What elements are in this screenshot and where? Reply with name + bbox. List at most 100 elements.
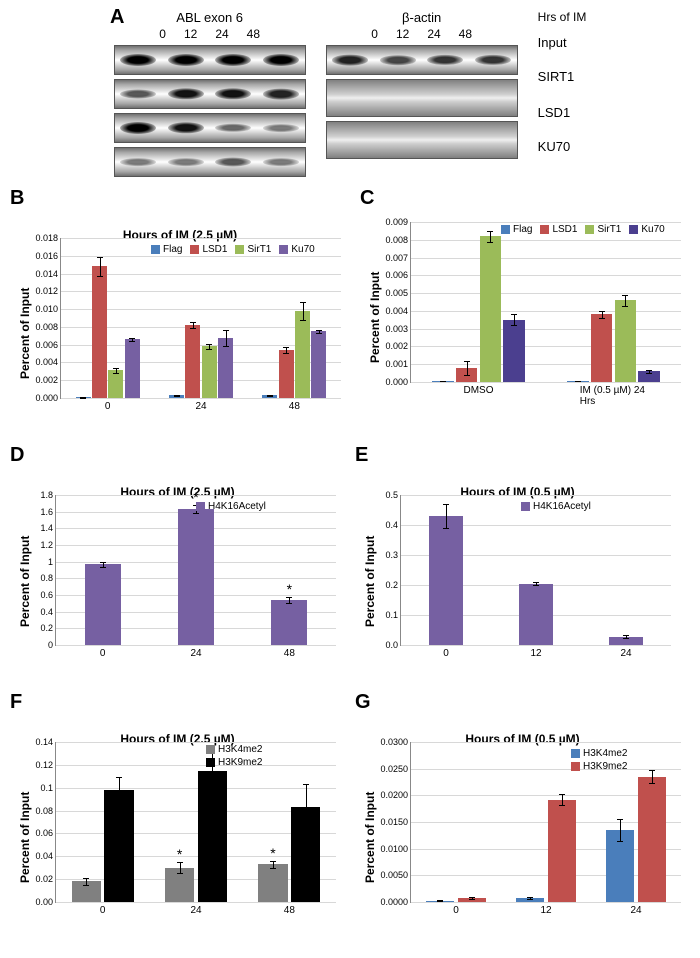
legend-text: H4K16Acetyl xyxy=(208,501,266,512)
legend-text: H3K9me2 xyxy=(583,761,627,772)
x-tick-label: 12 xyxy=(530,645,541,659)
y-tick-label: 1.4 xyxy=(40,523,56,533)
y-tick-label: 0.016 xyxy=(35,251,61,261)
gel-row-labels: InputSIRT1LSD1KU70 xyxy=(538,28,587,160)
legend-text: LSD1 xyxy=(202,244,227,255)
bar xyxy=(271,600,307,645)
legend-swatch xyxy=(521,502,530,511)
y-tick-label: 0.4 xyxy=(40,607,56,617)
bar xyxy=(279,350,294,398)
gel-band-row xyxy=(326,45,518,75)
legend-text: LSD1 xyxy=(552,224,577,235)
bar xyxy=(548,800,576,902)
y-tick-label: 0.001 xyxy=(385,359,411,369)
legend: FlagLSD1SirT1Ku70 xyxy=(151,244,315,255)
y-tick-label: 1.2 xyxy=(40,540,56,550)
y-tick-label: 0.0300 xyxy=(380,737,411,747)
bar xyxy=(295,311,310,398)
legend-item: LSD1 xyxy=(540,224,577,235)
bar xyxy=(480,236,501,382)
x-tick-label: 48 xyxy=(289,398,300,412)
x-tick-label: 24 xyxy=(195,398,206,412)
x-tick-label: 48 xyxy=(284,645,295,659)
gel-band-row xyxy=(114,45,306,75)
bar xyxy=(185,325,200,398)
figure: A ABL exon 6 0122448 β-actin 0122448 Hrs… xyxy=(10,10,690,942)
y-tick-label: 0.6 xyxy=(40,590,56,600)
legend-item: SirT1 xyxy=(585,224,621,235)
x-tick-label: 24 xyxy=(620,645,631,659)
legend: Flag LSD1 SirT1 Ku70 xyxy=(501,224,665,235)
chart-d: Percent of Input00.20.40.60.811.21.41.61… xyxy=(10,485,345,685)
lane-label: 24 xyxy=(215,27,228,41)
chart-f: Percent of Input0.000.020.040.060.080.10… xyxy=(10,732,345,942)
gel-row-label: SIRT1 xyxy=(538,60,587,92)
legend-swatch xyxy=(585,225,594,234)
significance-star: * xyxy=(287,581,292,597)
y-tick-label: 0.002 xyxy=(385,341,411,351)
gel-left-header: ABL exon 6 xyxy=(176,10,243,25)
gel-row-labels-col: Hrs of IM InputSIRT1LSD1KU70 xyxy=(538,10,587,177)
y-tick-label: 0.010 xyxy=(35,304,61,314)
y-tick-label: 1 xyxy=(48,557,56,567)
legend-swatch xyxy=(540,225,549,234)
y-tick-label: 0.000 xyxy=(385,377,411,387)
chart-b: Percent of Input0.0000.0020.0040.0060.00… xyxy=(10,228,350,438)
x-tick-label: 24 xyxy=(630,902,641,916)
y-axis-label: Percent of Input xyxy=(368,271,382,362)
y-tick-label: 0.0100 xyxy=(380,844,411,854)
gel-band-row xyxy=(326,79,518,117)
legend-item: H3K4me2 xyxy=(206,744,262,755)
x-tick-label: 48 xyxy=(284,902,295,916)
gel-left: ABL exon 6 0122448 xyxy=(114,10,306,177)
legend-item: Flag xyxy=(501,224,532,235)
lane-label: 0 xyxy=(371,27,378,41)
plot-area: 0.00.10.20.30.40.501224H4K16Acetyl xyxy=(400,495,671,646)
y-tick-label: 0.12 xyxy=(35,760,56,770)
bar xyxy=(591,314,612,382)
chart-g: Percent of Input0.00000.00500.01000.0150… xyxy=(355,732,690,942)
bar xyxy=(178,509,214,645)
panel-d-label: D xyxy=(10,444,345,467)
bar xyxy=(125,339,140,398)
y-tick-label: 0.003 xyxy=(385,324,411,334)
y-tick-label: 0.0250 xyxy=(380,764,411,774)
legend-item: H3K9me2 xyxy=(571,761,627,772)
gel-right: β-actin 0122448 xyxy=(326,10,518,177)
panel-c-label: C xyxy=(360,187,690,210)
y-tick-label: 0.2 xyxy=(385,580,401,590)
bar xyxy=(85,564,121,645)
y-tick-label: 0.0150 xyxy=(380,817,411,827)
bar xyxy=(615,300,636,382)
y-axis-label: Percent of Input xyxy=(363,536,377,627)
legend-swatch xyxy=(629,225,638,234)
x-tick-label: 0 xyxy=(105,398,111,412)
y-tick-label: 0.08 xyxy=(35,806,56,816)
y-tick-label: 0.002 xyxy=(35,375,61,385)
x-tick-label: DMSO xyxy=(464,382,494,396)
legend-text: H3K4me2 xyxy=(218,744,262,755)
y-tick-label: 0.14 xyxy=(35,737,56,747)
legend-swatch xyxy=(501,225,510,234)
x-tick-label: 0 xyxy=(100,645,106,659)
panel-g-label: G xyxy=(355,691,690,714)
lane-label: 0 xyxy=(159,27,166,41)
panel-f-label: F xyxy=(10,691,345,714)
y-tick-label: 0.006 xyxy=(385,270,411,280)
chart-e: Percent of Input 0.00.10.20.30.40.501224H… xyxy=(355,485,680,685)
y-tick-label: 0.4 xyxy=(385,520,401,530)
legend-text: Ku70 xyxy=(641,224,664,235)
y-tick-label: 0.04 xyxy=(35,851,56,861)
bar xyxy=(104,790,133,902)
y-tick-label: 0.007 xyxy=(385,253,411,263)
y-tick-label: 0.2 xyxy=(40,623,56,633)
y-tick-label: 1.6 xyxy=(40,507,56,517)
legend-item: H4K16Acetyl xyxy=(196,501,266,512)
legend-item: Ku70 xyxy=(629,224,664,235)
gel-left-stack xyxy=(114,45,306,177)
legend-swatch xyxy=(151,245,160,254)
y-tick-label: 0.3 xyxy=(385,550,401,560)
legend-swatch xyxy=(206,758,215,767)
bar xyxy=(258,864,287,902)
y-axis-label: Percent of Input xyxy=(18,287,32,378)
